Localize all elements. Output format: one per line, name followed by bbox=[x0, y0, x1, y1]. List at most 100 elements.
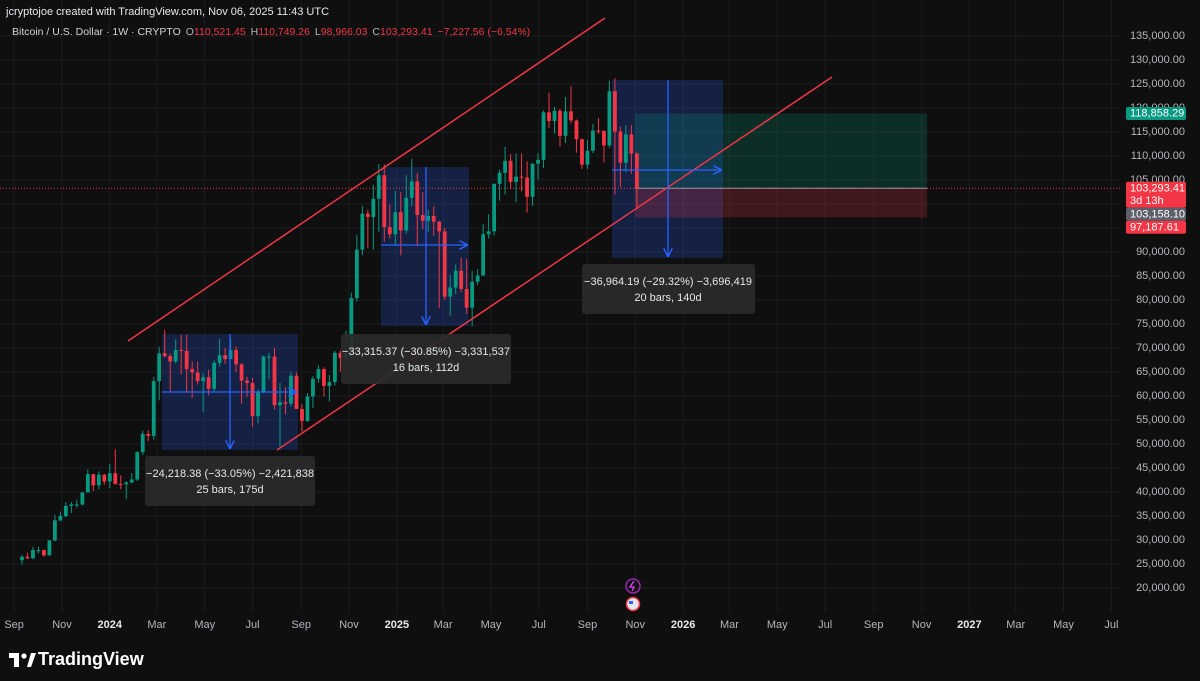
stop-zone bbox=[634, 188, 927, 218]
candle-body bbox=[157, 353, 162, 382]
x-tick-label: Sep bbox=[291, 619, 311, 631]
candle-body bbox=[80, 492, 85, 505]
measure-detail: 20 bars, 140d bbox=[634, 292, 701, 304]
candle-body bbox=[212, 362, 217, 389]
candle-body bbox=[102, 474, 107, 482]
candle-body bbox=[305, 396, 310, 421]
candle-body bbox=[25, 556, 30, 559]
candle-body bbox=[113, 473, 118, 484]
price-tag bbox=[1126, 181, 1186, 208]
x-tick-label: Mar bbox=[1006, 619, 1025, 631]
candle-body bbox=[168, 356, 173, 362]
ohlc-name: O bbox=[186, 26, 194, 38]
y-tick-label: 130,000.00 bbox=[1130, 54, 1185, 66]
candle-body bbox=[239, 364, 244, 381]
channel-upper bbox=[127, 17, 606, 342]
x-tick-label: May bbox=[194, 619, 215, 631]
candle-body bbox=[459, 270, 464, 289]
y-tick-label: 45,000.00 bbox=[1136, 462, 1185, 474]
y-tick-label: 60,000.00 bbox=[1136, 390, 1185, 402]
candle-body bbox=[63, 505, 68, 516]
candle-body bbox=[563, 111, 568, 136]
y-tick-label: 30,000.00 bbox=[1136, 534, 1185, 546]
candle-body bbox=[179, 349, 184, 351]
candle-body bbox=[387, 227, 392, 235]
y-tick-label: 125,000.00 bbox=[1130, 78, 1185, 90]
candle-body bbox=[354, 249, 359, 299]
ohlc-name: C bbox=[372, 26, 380, 38]
candle-body bbox=[431, 216, 436, 222]
annotations-front: −24,218.38 (−33.05%) −2,421,838 25 bars,… bbox=[127, 17, 833, 612]
candle-body bbox=[53, 520, 57, 541]
logo-part bbox=[21, 653, 27, 659]
candle-body bbox=[69, 504, 74, 506]
candle-body bbox=[503, 160, 507, 173]
brand-logo bbox=[9, 653, 36, 667]
candle-body bbox=[420, 215, 425, 221]
symbol: Bitcoin / U.S. Dollar · 1W · CRYPTO bbox=[12, 26, 181, 38]
candle-body bbox=[525, 177, 529, 197]
candle-body bbox=[316, 369, 321, 379]
candle-body bbox=[184, 350, 189, 370]
x-tick-label: May bbox=[767, 619, 788, 631]
candle-body bbox=[118, 483, 123, 485]
candle-body bbox=[623, 134, 628, 163]
ohlc-value: 103,293.41 bbox=[380, 26, 433, 38]
candle-body bbox=[376, 175, 381, 199]
candle-body bbox=[36, 550, 41, 552]
candle-body bbox=[311, 378, 315, 397]
candle-body bbox=[530, 163, 535, 197]
x-tick-label: Sep bbox=[4, 619, 24, 631]
ohlc-value: 110,749.26 bbox=[258, 26, 310, 38]
x-tick-label: Mar bbox=[434, 619, 453, 631]
measure-label: −24,218.38 (−33.05%) −2,421,838 bbox=[146, 468, 314, 480]
price-tag bbox=[1126, 207, 1186, 221]
y-tick-label: 110,000.00 bbox=[1131, 150, 1185, 162]
axes: 20,000.00 25,000.00 30,000.00 35,000.00 40,0… bbox=[4, 30, 1186, 631]
credit: jcryptojoe created with TradingView.com,… bbox=[5, 6, 329, 18]
legend: Bitcoin / U.S. Dollar · 1W · CRYPTO O110… bbox=[12, 26, 530, 38]
event-icon[interactable] bbox=[625, 578, 641, 594]
candle-body bbox=[322, 369, 326, 386]
candle-body bbox=[250, 383, 255, 417]
ohlc-value: 98,966.03 bbox=[321, 26, 368, 38]
x-tick-label: Nov bbox=[625, 619, 645, 631]
x-tick-label: Nov bbox=[52, 619, 72, 631]
logo-part bbox=[27, 653, 36, 667]
candle-body bbox=[245, 380, 249, 384]
y-tick-label: 75,000.00 bbox=[1136, 318, 1185, 330]
y-tick-label: 20,000.00 bbox=[1136, 582, 1185, 594]
candle-body bbox=[481, 234, 486, 276]
measure-label-box bbox=[145, 456, 315, 506]
candle-body bbox=[85, 474, 90, 493]
x-tick-label: Mar bbox=[147, 619, 166, 631]
measure-label: −36,964.19 (−29.32%) −3,696,419 bbox=[584, 276, 752, 288]
candle-body bbox=[146, 433, 151, 436]
candle-body bbox=[91, 474, 96, 486]
x-tick-label: 2025 bbox=[385, 619, 409, 631]
grid bbox=[0, 0, 1120, 612]
measure-box bbox=[381, 167, 469, 326]
ohlc-name: L bbox=[315, 26, 321, 38]
y-tick-label: 70,000.00 bbox=[1136, 342, 1185, 354]
candle-body bbox=[365, 213, 370, 217]
ohlc-value: 110,521.45 bbox=[194, 26, 246, 38]
measure-label-box bbox=[341, 334, 511, 384]
candle-body bbox=[360, 213, 365, 250]
candle-body bbox=[415, 181, 420, 216]
candle-body bbox=[278, 402, 282, 406]
candle-body bbox=[591, 130, 595, 151]
x-tick-label: 2027 bbox=[957, 619, 981, 631]
x-tick-label: 2024 bbox=[98, 619, 123, 631]
candle-body bbox=[497, 172, 502, 184]
candle-body bbox=[475, 275, 480, 282]
candle-body bbox=[206, 377, 211, 389]
candle-body bbox=[634, 153, 639, 189]
logo-part bbox=[14, 653, 19, 667]
candle-body bbox=[151, 381, 156, 436]
price-tag bbox=[1126, 220, 1186, 234]
candle-body bbox=[558, 110, 562, 136]
candle-body bbox=[574, 120, 579, 140]
